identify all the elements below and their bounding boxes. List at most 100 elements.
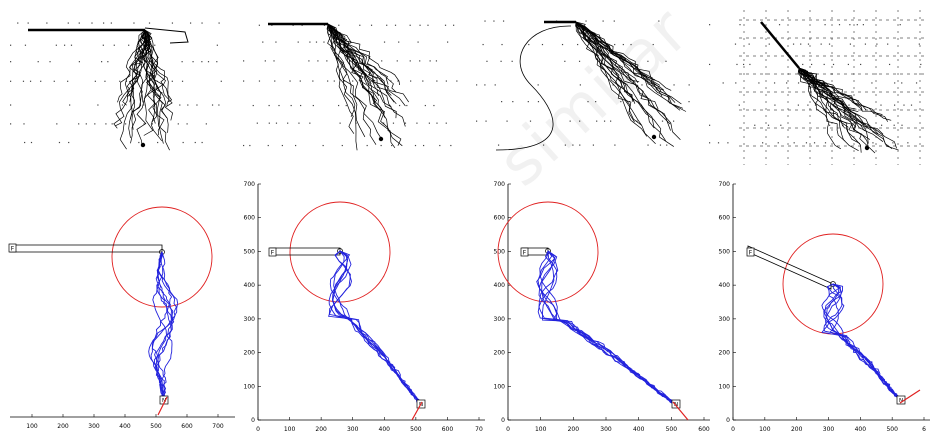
x-tick-label: 6 (922, 426, 926, 433)
x-tick-label: 500 (886, 426, 898, 433)
trajectory-plot-4-canvas: 0 100 200 300 400 500 6 0 100 200 300 400 500 600 700 F… (719, 181, 930, 433)
y-tick-label: 200 (494, 350, 506, 357)
x-tick-label: 100 (759, 426, 771, 433)
x-tick-label: 600 (181, 423, 193, 430)
x-tick-label: 400 (633, 426, 645, 433)
sketch-start-bar (760, 21, 800, 69)
trajectory-lines (821, 283, 902, 402)
x-tick-label: 0 (506, 426, 510, 433)
x-tick-label: 200 (791, 426, 803, 433)
y-tick-label: 600 (719, 215, 731, 222)
trajectory-lines (536, 250, 676, 406)
trajectory-plot-3: 0 100 200 300 400 500 600 0 100 200 300 400 500 600 70… (490, 172, 715, 442)
goal-direction-pointer (411, 401, 423, 421)
trajectory-line (154, 251, 175, 401)
trajectory-plot-4: 0 100 200 300 400 500 6 0 100 200 300 400 500 600 700 F… (715, 172, 933, 442)
sketch-panel-4-canvas (709, 10, 924, 165)
sketch-loop-stroke (495, 25, 572, 151)
trajectory-plot-3-canvas: 0 100 200 300 400 500 600 0 100 200 300 400 500 600 70… (494, 181, 710, 433)
sketch-panel-2 (233, 0, 466, 170)
x-tick-label: 300 (823, 426, 835, 433)
sketch-target-dot (140, 142, 146, 148)
sketch-background-dots (10, 22, 222, 144)
goal-direction-pointer (899, 389, 921, 404)
trajectory-line (153, 251, 174, 401)
x-tick-label: 500 (150, 423, 162, 430)
sketch-strokes (113, 29, 173, 151)
x-tick-label: 700 (212, 423, 224, 430)
start-label-box (746, 247, 755, 257)
start-label-box (268, 247, 277, 257)
start-label: F (11, 246, 15, 253)
trajectory-plot-2: 0 100 200 300 400 500 600 70 0 100 200 300 400 500 600… (240, 172, 490, 442)
trajectory-line (536, 250, 676, 404)
y-tick-label: 600 (244, 215, 256, 222)
y-tick-label: 0 (251, 417, 255, 424)
trajectory-plot-2-canvas: 0 100 200 300 400 500 600 700100200300400500600… (244, 181, 485, 433)
sketch-target-dot (864, 145, 870, 151)
trajectory-line (151, 251, 173, 401)
sketch-panel-4 (699, 0, 933, 170)
start-label-box (8, 243, 17, 253)
sketch-target-dot (378, 136, 384, 142)
y-tick-label: 700 (244, 181, 256, 188)
x-tick-label: 0 (256, 426, 260, 433)
y-tick-label: 0 (501, 417, 505, 424)
y-tick-label: 700 (719, 181, 731, 188)
x-tick-label: 400 (855, 426, 867, 433)
sketch-panel-2-canvas (243, 22, 458, 151)
sketch-strokes (326, 23, 409, 151)
x-tick-label: 200 (57, 423, 69, 430)
sketch-strokes (797, 67, 899, 154)
start-label: F (271, 250, 275, 257)
trajectory-line (152, 251, 173, 401)
end-label-box (671, 399, 681, 409)
x-tick-label: 600 (698, 426, 710, 433)
x-tick-label: 300 (88, 423, 100, 430)
trajectory-line (332, 250, 422, 405)
sketch-panel-1-canvas (10, 22, 222, 151)
sketch-target-dot (651, 134, 657, 140)
x-tick-label: 0 (731, 426, 735, 433)
y-tick-label: 200 (719, 350, 731, 357)
trajectory-line (328, 250, 420, 406)
x-tick-label: 70 (475, 426, 483, 433)
trajectory-line (823, 283, 902, 400)
trajectory-lines (148, 251, 179, 401)
y-tick-label: 500 (719, 248, 731, 255)
x-tick-label: 600 (442, 426, 454, 433)
start-bar (269, 247, 341, 256)
y-tick-label: 500 (244, 248, 256, 255)
trajectory-line (826, 283, 902, 400)
y-tick-label: 200 (244, 350, 256, 357)
trajectory-line (541, 250, 676, 405)
trajectory-line (821, 283, 902, 401)
trajectory-plot-1-canvas: 100 200 300 400 500 600 700 F N (8, 206, 235, 430)
sketch-background-dots (476, 20, 690, 146)
start-label: F (523, 250, 527, 257)
y-tick-label: 100 (719, 383, 731, 390)
y-tick-label: 300 (494, 316, 506, 323)
start-bar (747, 245, 832, 290)
x-tick-label: 200 (568, 426, 580, 433)
x-tick-label: 100 (26, 423, 38, 430)
trajectory-lines (327, 250, 422, 406)
goal-direction-pointer (157, 396, 168, 416)
end-label: N (162, 398, 166, 404)
y-tick-label: 700 (494, 181, 506, 188)
x-tick-label: 300 (600, 426, 612, 433)
y-tick-label: 600 (494, 215, 506, 222)
trajectory-line (155, 251, 173, 401)
trajectory-line (537, 250, 674, 405)
goal-direction-pointer (672, 401, 689, 421)
sketch-panel-1 (0, 0, 233, 170)
sketch-background-dots (243, 24, 458, 147)
trajectory-line (537, 250, 676, 404)
target-radius-circle (497, 201, 599, 303)
target-radius-circle (111, 206, 213, 308)
y-tick-label: 400 (719, 282, 731, 289)
trajectory-line (538, 250, 674, 404)
end-label: N (899, 398, 903, 404)
trajectory-line (538, 250, 675, 404)
start-label: F (749, 250, 753, 257)
